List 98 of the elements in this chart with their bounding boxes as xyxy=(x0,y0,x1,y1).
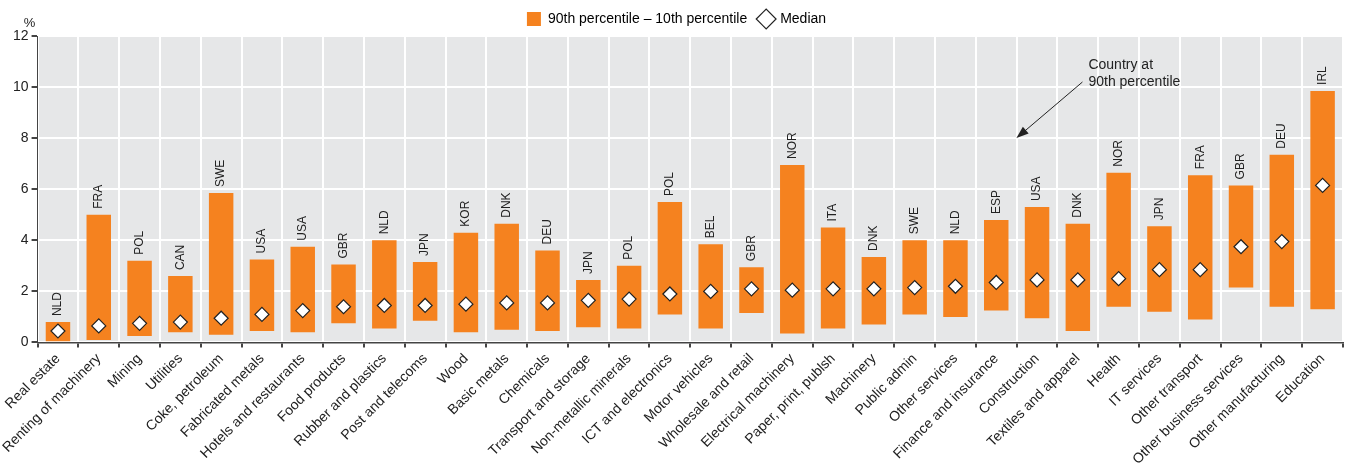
data-label: DNK xyxy=(1070,192,1085,218)
point xyxy=(1029,272,1045,288)
point xyxy=(172,314,188,330)
data-label: DNK xyxy=(499,192,514,218)
point xyxy=(335,299,352,315)
bar xyxy=(127,260,152,337)
point xyxy=(91,318,107,334)
bar xyxy=(168,276,193,333)
annotation: Country at 90th percentile xyxy=(1088,55,1181,89)
point xyxy=(825,281,841,297)
bar xyxy=(290,246,315,333)
bar xyxy=(902,240,927,315)
data-label: GBR xyxy=(335,232,350,259)
point xyxy=(417,297,433,314)
legend-label: Median xyxy=(780,9,827,26)
y-tick-label: 2 xyxy=(20,282,29,299)
bar xyxy=(372,240,397,329)
point xyxy=(988,274,1004,291)
y-tick-label: 0 xyxy=(20,333,29,350)
data-label: BEL xyxy=(703,215,717,239)
bar xyxy=(494,223,519,330)
data-label: NLD xyxy=(376,209,391,235)
point xyxy=(1111,271,1127,287)
bar xyxy=(861,256,887,325)
bar xyxy=(535,250,560,331)
point xyxy=(1151,262,1168,278)
y-tick-label: 4 xyxy=(20,231,29,248)
point xyxy=(458,296,474,312)
bar xyxy=(86,214,111,340)
point xyxy=(866,281,882,297)
data-label: NOR xyxy=(784,131,799,159)
bar xyxy=(1147,226,1172,312)
data-label: DEU xyxy=(539,219,554,245)
point xyxy=(1233,239,1249,255)
bar xyxy=(249,259,275,331)
data-label: SWE xyxy=(906,206,921,235)
bar xyxy=(412,262,438,321)
bar xyxy=(657,202,683,315)
bar xyxy=(1065,223,1091,331)
point xyxy=(295,302,311,319)
data-label: SWE xyxy=(213,159,228,188)
data-label: NOR xyxy=(1110,139,1125,167)
data-label: JPN xyxy=(1151,197,1166,221)
data-label: USA xyxy=(254,228,269,254)
data-label: NLD xyxy=(947,209,962,235)
point xyxy=(254,306,270,322)
bar xyxy=(780,164,805,334)
data-label: GBR xyxy=(743,234,758,262)
point xyxy=(1274,234,1290,250)
bar xyxy=(1269,154,1295,307)
data-label: JPN xyxy=(580,251,595,274)
bar xyxy=(453,232,479,333)
bar xyxy=(984,219,1009,311)
bar xyxy=(1024,207,1050,319)
data-label: POL xyxy=(662,171,677,197)
point xyxy=(784,282,800,298)
data-label: POL xyxy=(131,230,146,255)
data-label: IRL xyxy=(1314,65,1329,85)
data-label: POL xyxy=(621,235,636,260)
bar xyxy=(331,264,356,324)
data-label: ESP xyxy=(988,189,1003,214)
bar xyxy=(1228,185,1254,288)
data-label: NLD xyxy=(50,291,65,317)
data-label: KOR xyxy=(458,200,473,227)
point xyxy=(131,315,148,331)
data-label: DEU xyxy=(1274,123,1289,149)
y-tick-label: 8 xyxy=(20,129,29,146)
point xyxy=(662,286,678,302)
data-label: FRA xyxy=(91,184,106,209)
point xyxy=(907,279,923,296)
point xyxy=(1315,177,1331,194)
legend-label: 90th percentile – 10th percentile xyxy=(547,9,748,26)
point xyxy=(947,278,964,294)
point xyxy=(703,283,719,299)
point xyxy=(376,297,392,314)
data-label: USA xyxy=(295,216,310,241)
y-tick-label: 10 xyxy=(12,77,29,94)
data-label: ITA xyxy=(825,203,840,222)
bar xyxy=(616,265,642,329)
point xyxy=(539,295,556,311)
bar xyxy=(208,193,234,335)
bar xyxy=(1106,172,1131,307)
point xyxy=(499,295,515,311)
data-label: JPN xyxy=(417,233,432,257)
bar xyxy=(698,244,723,329)
point xyxy=(213,310,229,326)
point xyxy=(1192,262,1208,278)
bar xyxy=(820,227,846,329)
point xyxy=(1070,272,1086,288)
bar xyxy=(1310,90,1335,310)
y-tick-label: 6 xyxy=(20,180,29,197)
data-label: USA xyxy=(1029,176,1044,202)
data-label: FRA xyxy=(1192,145,1207,170)
bar xyxy=(943,240,968,317)
data-label: CAN xyxy=(172,244,187,271)
data-label: DNK xyxy=(866,225,881,251)
bar xyxy=(1187,175,1213,320)
data-label: GBR xyxy=(1233,153,1248,180)
